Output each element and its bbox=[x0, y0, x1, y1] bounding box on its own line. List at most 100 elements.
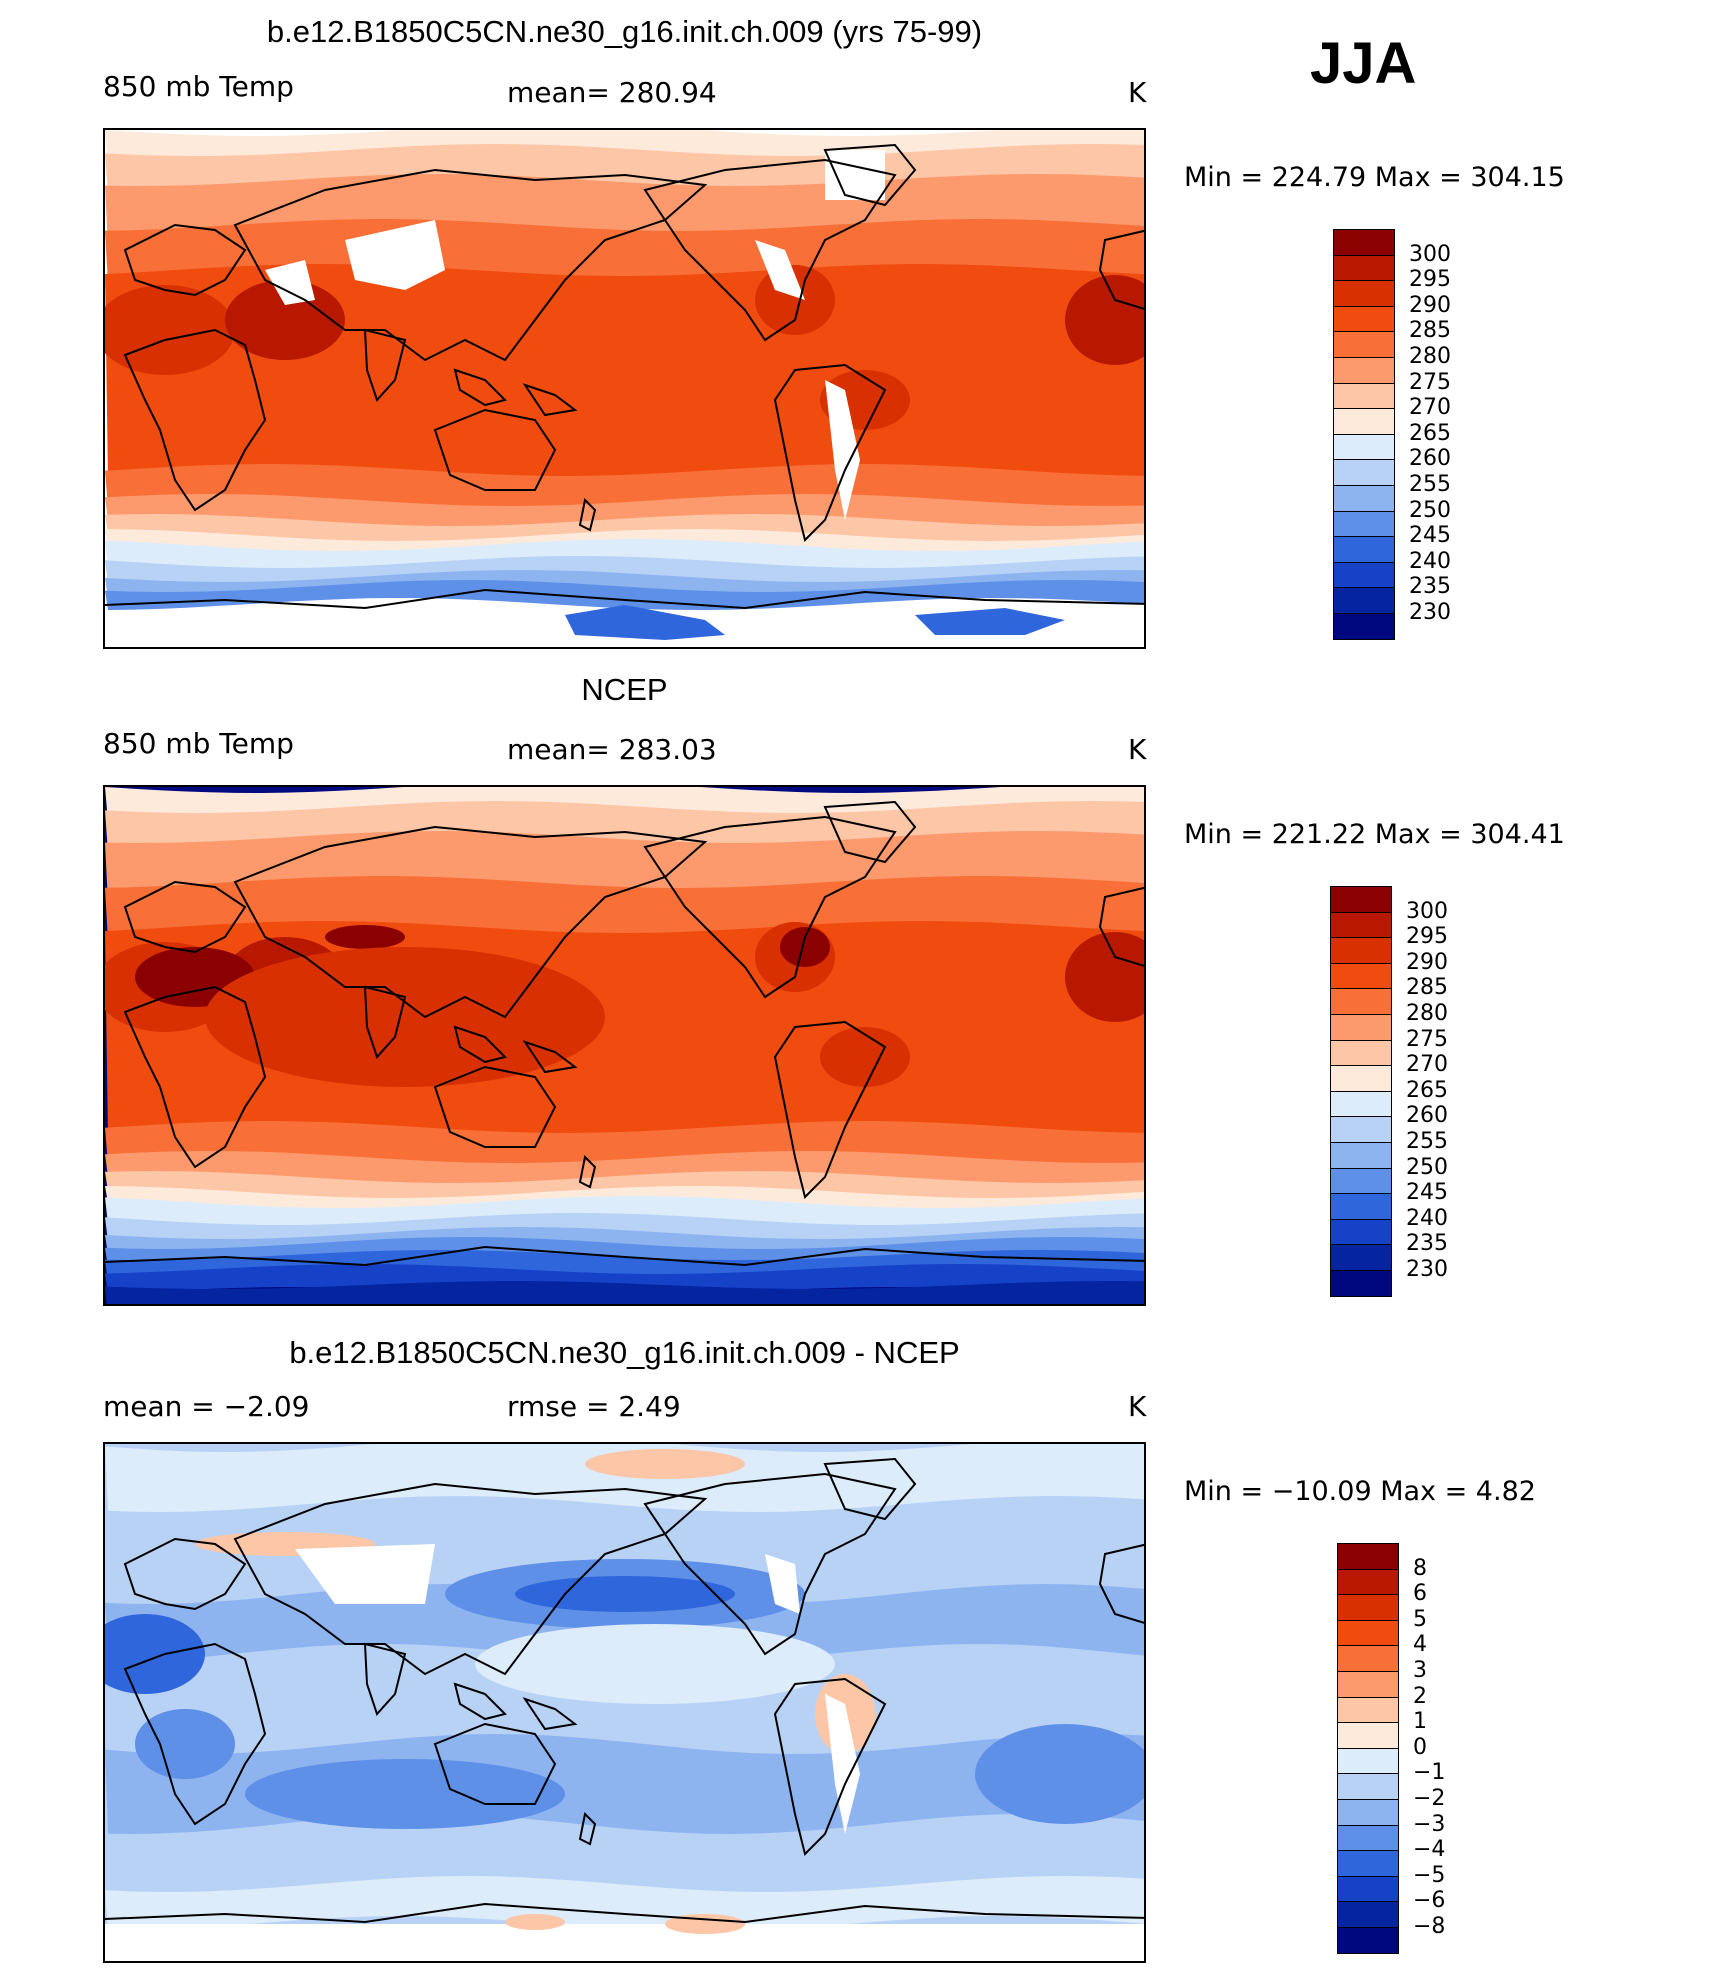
cool-bias-region bbox=[975, 1724, 1144, 1824]
colorbar-tick-label: 245 bbox=[1406, 1180, 1448, 1206]
coastline bbox=[123, 328, 267, 512]
colorbar-tick-label: 285 bbox=[1406, 975, 1448, 1001]
colorbar-swatch bbox=[1333, 254, 1395, 282]
colorbar-tick-label: 265 bbox=[1409, 420, 1451, 446]
colorbar-swatch bbox=[1333, 485, 1395, 512]
coastline bbox=[453, 368, 507, 407]
colorbar-tick-label: 265 bbox=[1406, 1077, 1448, 1103]
temperature-band bbox=[915, 608, 1065, 635]
panel-1-variable-label: 850 mb Temp bbox=[103, 70, 294, 103]
coastline bbox=[105, 588, 1144, 610]
warm-bias-region bbox=[505, 1914, 565, 1930]
colorbar-tick-label: 5 bbox=[1413, 1606, 1427, 1632]
coastline bbox=[773, 1020, 887, 1199]
coastline bbox=[105, 1902, 1144, 1924]
warm-region bbox=[780, 927, 830, 967]
colorbar-tick-label: −6 bbox=[1413, 1888, 1446, 1914]
masked-terrain bbox=[105, 1924, 1144, 1961]
colorbar-tick-label: −3 bbox=[1413, 1811, 1446, 1837]
colorbar-swatch bbox=[1333, 510, 1395, 538]
warm-bias-region bbox=[585, 1449, 745, 1479]
coastline bbox=[453, 1682, 507, 1721]
coastline bbox=[433, 1065, 557, 1148]
colorbar-swatch bbox=[1330, 1270, 1392, 1297]
colorbar-swatch bbox=[1330, 1039, 1392, 1067]
colorbar-swatch bbox=[1337, 1594, 1399, 1621]
colorbar-tick-label: 285 bbox=[1409, 318, 1451, 344]
colorbar-swatch bbox=[1330, 1090, 1392, 1118]
masked-terrain bbox=[295, 1544, 435, 1604]
masked-terrain bbox=[825, 150, 885, 200]
season-label: JJA bbox=[1310, 31, 1417, 96]
colorbar-tick-label: 290 bbox=[1406, 949, 1448, 975]
coastline bbox=[522, 1040, 578, 1074]
colorbar-swatch bbox=[1333, 357, 1395, 384]
colorbar-swatch bbox=[1330, 1244, 1392, 1271]
temperature-band bbox=[105, 1281, 1144, 1304]
colorbar-swatch bbox=[1330, 962, 1392, 990]
colorbar-tick-label: 1 bbox=[1413, 1709, 1427, 1735]
colorbar-swatch bbox=[1330, 1218, 1392, 1246]
colorbar-swatch bbox=[1337, 1645, 1399, 1672]
coastline bbox=[453, 1025, 507, 1064]
colorbar-swatch bbox=[1330, 1014, 1392, 1041]
coastline bbox=[643, 815, 897, 999]
difference-band bbox=[105, 1444, 1144, 1512]
colorbar-swatch bbox=[1330, 1167, 1392, 1195]
colorbar-tick-label: 245 bbox=[1409, 523, 1451, 549]
colorbar-tick-label: 255 bbox=[1409, 472, 1451, 497]
panel-3-mean-label: mean = −2.09 bbox=[103, 1390, 310, 1423]
colorbar-tick-label: 275 bbox=[1406, 1026, 1448, 1052]
difference-band bbox=[105, 1831, 1144, 1892]
coastline bbox=[433, 408, 557, 491]
temperature-band bbox=[565, 605, 725, 640]
colorbar-tick-label: −8 bbox=[1413, 1914, 1446, 1939]
colorbar-tick-label: 270 bbox=[1406, 1052, 1448, 1078]
coastline bbox=[578, 497, 597, 532]
colorbar-tick-label: 255 bbox=[1406, 1129, 1448, 1154]
colorbar-swatch bbox=[1330, 937, 1392, 964]
colorbar-swatch bbox=[1330, 911, 1392, 939]
coastline bbox=[1098, 886, 1144, 967]
panel-1-min-max: Min = 224.79 Max = 304.15 bbox=[1184, 162, 1565, 193]
colorbar-tick-label: 275 bbox=[1409, 369, 1451, 395]
coastline bbox=[578, 1811, 597, 1846]
coastline bbox=[823, 143, 917, 207]
warm-region bbox=[820, 1027, 910, 1087]
panel-1-map bbox=[103, 128, 1146, 649]
coastline bbox=[105, 1245, 1144, 1267]
temperature-band bbox=[105, 1250, 1144, 1282]
colorbar-swatch bbox=[1337, 1901, 1399, 1928]
coastline bbox=[643, 158, 897, 342]
panel-3-min-max: Min = −10.09 Max = 4.82 bbox=[1184, 1476, 1536, 1507]
masked-terrain bbox=[345, 220, 445, 290]
panel-2-min-max: Min = 221.22 Max = 304.41 bbox=[1184, 819, 1565, 850]
panel-2-units-label: K bbox=[1128, 733, 1147, 766]
cool-bias-region bbox=[105, 1614, 205, 1694]
colorbar-swatch bbox=[1337, 1927, 1399, 1954]
colorbar-swatch bbox=[1337, 1747, 1399, 1775]
colorbar-swatch bbox=[1330, 988, 1392, 1015]
colorbar-tick-label: 4 bbox=[1413, 1632, 1427, 1658]
panel-2-variable-label: 850 mb Temp bbox=[103, 727, 294, 760]
colorbar-swatch bbox=[1337, 1671, 1399, 1698]
warm-region bbox=[105, 285, 235, 375]
colorbar-tick-label: 280 bbox=[1409, 344, 1451, 369]
warm-region bbox=[1065, 932, 1144, 1022]
panel-3-units-label: K bbox=[1128, 1390, 1147, 1423]
temperature-band bbox=[105, 580, 1144, 610]
temperature-band bbox=[105, 1264, 1144, 1297]
colorbar-swatch bbox=[1333, 382, 1395, 410]
colorbar-tick-label: 300 bbox=[1409, 241, 1451, 267]
coastline bbox=[233, 168, 708, 362]
colorbar-swatch bbox=[1333, 613, 1395, 640]
colorbar-swatch bbox=[1337, 1799, 1399, 1826]
panel-3-map bbox=[103, 1442, 1146, 1963]
coastline bbox=[1098, 1543, 1144, 1624]
colorbar-swatch bbox=[1337, 1850, 1399, 1877]
coastline bbox=[123, 1537, 247, 1611]
colorbar-swatch bbox=[1333, 280, 1395, 307]
coastline bbox=[643, 1472, 897, 1656]
panel-2-map bbox=[103, 785, 1146, 1306]
difference-band bbox=[105, 1876, 1144, 1932]
